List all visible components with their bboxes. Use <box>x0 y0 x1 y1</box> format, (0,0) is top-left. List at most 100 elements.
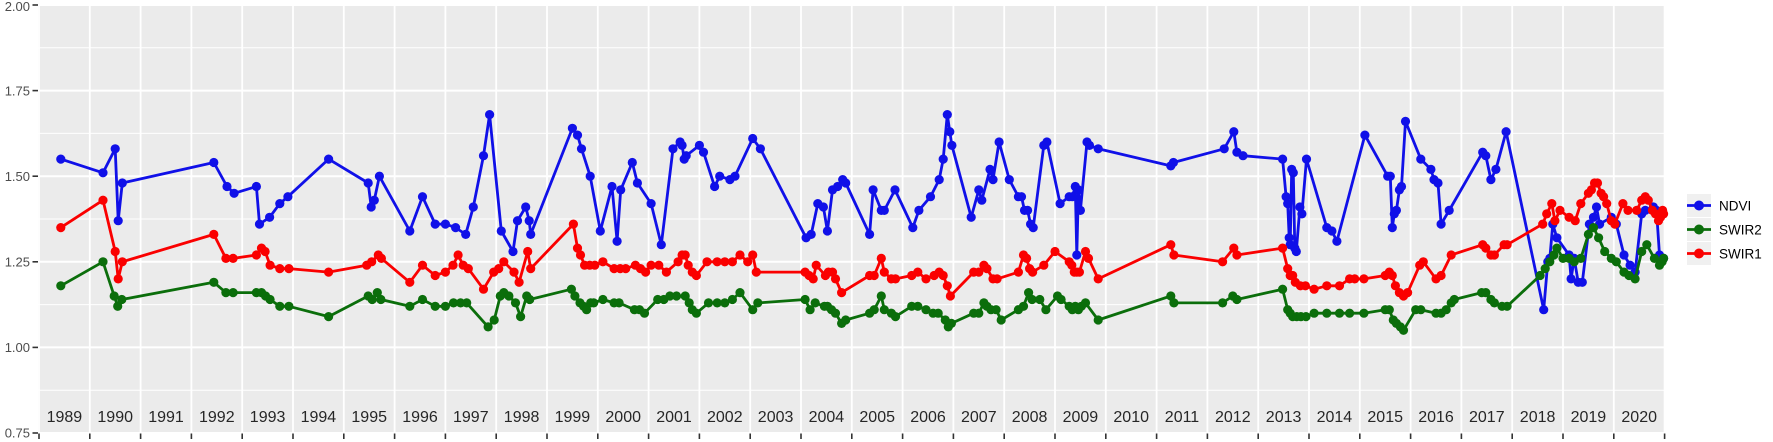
series-point-swir2 <box>430 301 440 311</box>
series-point-ndvi <box>1327 226 1337 236</box>
series-point-ndvi <box>251 181 261 192</box>
series-point-swir2 <box>376 294 386 305</box>
series-point-ndvi <box>1291 246 1301 257</box>
series-point-swir2 <box>1024 288 1034 298</box>
series-point-swir1 <box>1576 199 1586 209</box>
series-point-ndvi <box>994 137 1004 147</box>
series-point-swir2 <box>1552 243 1562 253</box>
series-point-swir2 <box>753 298 763 308</box>
y-axis-tick-label: 1.00 <box>5 340 30 355</box>
series-point-ndvi <box>1625 260 1635 270</box>
legend-label-ndvi: NDVI <box>1719 198 1751 213</box>
series-point-swir2 <box>800 294 810 305</box>
series-point-ndvi <box>1566 274 1576 284</box>
series-point-swir1 <box>1039 260 1049 270</box>
series-point-ndvi <box>369 195 379 205</box>
series-point-swir2 <box>525 294 535 305</box>
series-point-ndvi <box>698 147 709 157</box>
series-point-swir1 <box>1547 199 1557 209</box>
series-point-ndvi <box>1084 140 1095 150</box>
series-point-swir1 <box>494 264 504 274</box>
series-point-swir2 <box>1301 312 1311 322</box>
series-point-swir1 <box>275 264 285 274</box>
series-point-swir1 <box>98 195 108 205</box>
series-point-ndvi <box>681 151 691 161</box>
series-point-swir1 <box>1229 243 1239 253</box>
series-point-swir1 <box>808 274 818 284</box>
series-line-ndvi <box>60 113 1664 312</box>
x-axis-year-label: 2004 <box>809 409 845 426</box>
series-point-ndvi <box>521 202 531 212</box>
series-point-ndvi <box>755 144 766 154</box>
series-point-swir1 <box>1169 250 1179 260</box>
series-point-swir2 <box>876 291 886 301</box>
x-axis-year-label: 2018 <box>1520 409 1556 426</box>
series-point-ndvi <box>1284 233 1294 243</box>
x-axis-year-label: 2000 <box>605 409 641 426</box>
series-point-ndvi <box>710 181 720 192</box>
series-point-ndvi <box>942 110 952 120</box>
series-point-ndvi <box>1219 144 1229 154</box>
series-point-swir1 <box>1436 270 1446 281</box>
series-point-swir1 <box>945 291 956 301</box>
x-axis-year-label: 2005 <box>859 409 895 426</box>
series-point-swir1 <box>1659 209 1669 219</box>
series-point-ndvi <box>265 212 275 222</box>
series-point-ndvi <box>461 229 471 239</box>
series-point-ndvi <box>222 181 232 192</box>
series-point-swir1 <box>913 267 923 277</box>
series-point-ndvi <box>1016 192 1027 202</box>
series-point-swir2 <box>566 284 577 294</box>
series-point-swir2 <box>1166 291 1176 301</box>
series-point-swir2 <box>1056 294 1066 305</box>
series-point-swir1 <box>1610 219 1620 229</box>
series-point-swir1 <box>869 270 879 281</box>
series-point-ndvi <box>833 181 843 192</box>
series-point-swir2 <box>665 291 675 301</box>
series-point-swir2 <box>727 294 738 305</box>
series-point-ndvi <box>694 140 705 150</box>
series-point-swir1 <box>110 246 120 257</box>
series-point-ndvi <box>1073 185 1083 195</box>
series-point-ndvi <box>363 178 373 188</box>
series-point-ndvi <box>1075 205 1085 215</box>
series-point-ndvi <box>925 192 936 202</box>
series-point-swir2 <box>417 294 428 305</box>
series-point-swir1 <box>523 246 533 257</box>
x-axis-year-label: 1993 <box>250 409 286 426</box>
series-point-ndvi <box>98 168 108 178</box>
series-point-swir1 <box>673 257 683 267</box>
series-point-swir2 <box>504 291 514 301</box>
series-point-swir2 <box>703 298 714 308</box>
series-point-swir2 <box>516 312 526 322</box>
series-point-swir2 <box>275 301 285 311</box>
series-point-swir1 <box>1028 267 1038 277</box>
x-axis-year-label: 2010 <box>1113 409 1149 426</box>
series-point-swir2 <box>1441 305 1451 315</box>
series-point-swir1 <box>1502 240 1512 250</box>
x-axis-year-label: 1990 <box>97 409 133 426</box>
series-point-swir1 <box>702 257 712 267</box>
series-point-ndvi <box>110 144 120 154</box>
series-point-swir1 <box>265 260 275 270</box>
series-point-swir1 <box>680 250 690 260</box>
series-point-ndvi <box>1385 171 1395 181</box>
x-axis-year-label: 2016 <box>1418 409 1454 426</box>
series-point-ndvi <box>1028 223 1038 233</box>
series-point-swir1 <box>284 264 294 274</box>
series-point-ndvi <box>1238 151 1248 161</box>
series-point-swir1 <box>56 223 66 233</box>
series-point-swir1 <box>1390 281 1400 291</box>
x-axis-year-label: 2007 <box>961 409 997 426</box>
series-point-swir1 <box>992 274 1002 284</box>
series-point-swir2 <box>228 288 238 298</box>
series-point-swir2 <box>1600 246 1610 257</box>
x-axis-year-label: 1989 <box>47 409 83 426</box>
series-point-swir1 <box>572 243 583 253</box>
series-point-ndvi <box>879 205 889 215</box>
series-point-ndvi <box>229 188 239 198</box>
series-point-swir2 <box>1588 223 1599 233</box>
y-axis-tick-label: 2.00 <box>5 0 30 14</box>
series-point-swir2 <box>1642 240 1652 250</box>
